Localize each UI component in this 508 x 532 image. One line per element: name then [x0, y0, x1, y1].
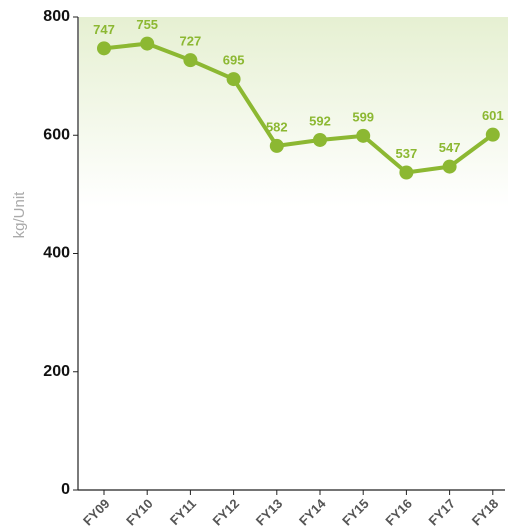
y-tick-label: 600	[43, 126, 70, 143]
y-tick-label: 200	[43, 363, 70, 380]
point	[269, 138, 284, 153]
value-label: 599	[352, 109, 374, 124]
y-tick-label: 800	[43, 8, 70, 25]
x-tick-label: FY13	[253, 496, 286, 529]
value-label: 695	[223, 53, 245, 68]
x-tick-label: FY18	[469, 496, 502, 529]
value-label: 755	[136, 17, 158, 32]
x-tick-label: FY12	[210, 496, 243, 529]
point	[140, 36, 155, 51]
point	[97, 41, 111, 56]
value-label: 582	[266, 119, 288, 134]
value-label: 592	[309, 113, 331, 128]
x-tick-label: FY10	[123, 496, 156, 529]
value-label: 727	[180, 34, 202, 49]
series-line	[103, 41, 494, 175]
x-tick-label: FY17	[426, 496, 459, 529]
point	[399, 165, 414, 180]
x-tick-label: FY15	[339, 496, 372, 529]
point	[183, 53, 198, 68]
value-label: 601	[482, 108, 504, 123]
x-tick-label: FY14	[296, 495, 329, 528]
value-label: 747	[93, 22, 115, 37]
x-tick-label: FY16	[382, 496, 415, 529]
x-tick-label: FY09	[80, 496, 113, 529]
y-tick-label: 400	[43, 245, 70, 262]
point	[226, 72, 241, 87]
value-label: 547	[439, 140, 461, 155]
point	[442, 159, 457, 174]
value-label: 537	[396, 146, 418, 161]
x-tick-label: FY11	[167, 496, 199, 528]
point	[485, 127, 500, 142]
point	[356, 128, 371, 143]
point	[313, 132, 327, 147]
y-axis-label: kg/Unit	[11, 191, 28, 239]
y-tick-label: 0	[61, 481, 70, 498]
